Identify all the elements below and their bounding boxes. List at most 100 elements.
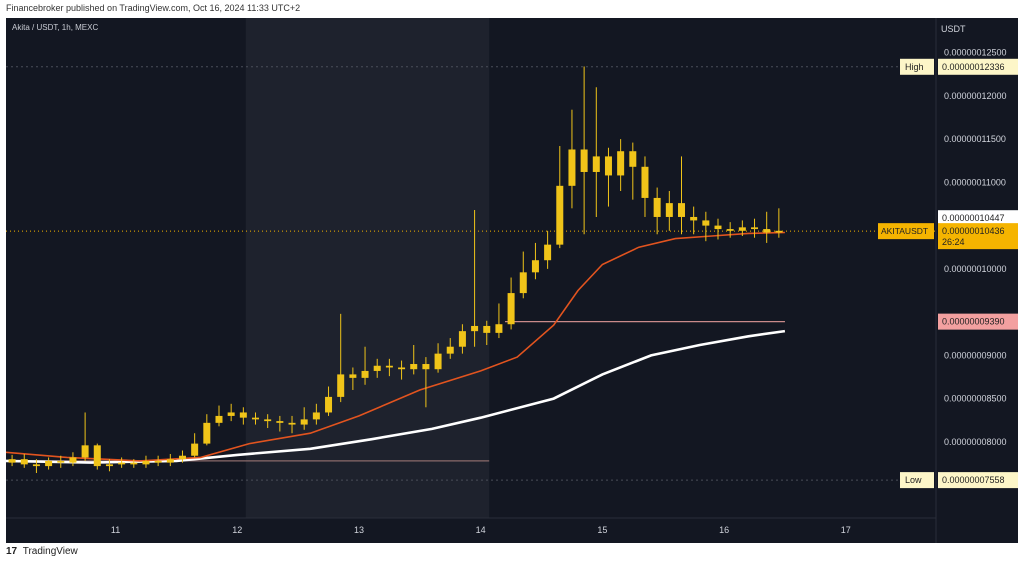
candle-body [325,396,333,413]
x-tick-label: 14 [476,525,486,535]
candle-body [702,220,710,226]
candle-body [592,156,600,172]
candle-body [604,156,612,176]
candle [434,343,442,373]
candle-body [531,260,539,273]
footer: 17 TradingView [6,546,78,564]
ema-slow-line [5,329,786,464]
candle [57,455,65,468]
candle-body [385,365,393,368]
candle-body [714,225,722,230]
candle-body [264,419,272,422]
candle [519,251,527,299]
candle [714,218,722,240]
tradingview-logo-icon: 17 [6,546,18,557]
x-tick-label: 16 [719,525,729,535]
candle-body [738,227,746,231]
candle [118,457,126,468]
x-tick-label: 12 [232,525,242,535]
candle [568,109,576,209]
candle-body [398,367,406,370]
candle [203,414,211,446]
candle [81,412,89,461]
candle-body [775,230,783,233]
y-tick-label: 0.00000008500 [944,394,1007,404]
candle-body [458,331,466,347]
candle-body [227,412,235,416]
candle-body [677,203,685,217]
candle-body [751,227,759,230]
symbol-info: Akita / USDT, 1h, MEXC [12,23,98,32]
candle [349,367,357,390]
candle-body [434,353,442,370]
candle [373,358,381,378]
candle-body [471,325,479,332]
candle-body [580,149,588,172]
candle [276,415,284,432]
candle [398,360,406,380]
candle-body [252,417,260,420]
candle [751,218,759,238]
candle-body [93,445,101,467]
candle [592,87,600,217]
candle-body [690,216,698,221]
candle [215,405,223,427]
candle-body [20,459,28,465]
y-tick-label: 0.00000011500 [944,134,1006,144]
candle-body [373,365,381,371]
candlestick-chart[interactable]: USDT 0.00000012500 0.00000012000 0.00000011… [5,18,1020,543]
candle [105,459,113,472]
candle [544,230,552,269]
candle-body [544,244,552,261]
ema-fast-line [5,231,785,462]
candle [45,457,53,470]
candle-body [166,459,174,463]
candle-body [142,460,150,465]
candle-body [276,421,284,423]
candle-body [203,422,211,444]
footer-brand: TradingView [22,546,78,557]
candle [337,313,345,403]
low-label: Low [905,475,922,485]
candle [507,277,515,330]
candle [300,407,308,430]
candle-body [154,460,162,463]
candle [191,433,199,458]
y-tick-label: 0.00000012500 [944,48,1007,58]
y-tick-label: 0.00000010000 [944,264,1007,274]
candle [166,453,174,467]
candle [312,403,320,425]
candle-body [215,415,223,423]
candle [239,407,247,425]
current-price-value: 0.00000010436 [942,226,1005,236]
candle [446,338,454,359]
candle [69,452,77,467]
candle [154,455,162,467]
candle-body [130,462,138,465]
candle [142,455,150,468]
current-price-bg [938,223,1020,250]
candle [325,386,333,416]
candle-body [118,462,126,465]
candle [93,443,101,470]
candle [653,187,661,235]
symbol-tag-bg [878,223,934,240]
low-label-bg [900,472,934,489]
candle [410,344,418,375]
candle [665,191,673,231]
candle [130,459,138,468]
candle [178,450,186,463]
candle [227,403,235,422]
candle [385,358,393,377]
candle [8,454,16,467]
x-tick-label: 11 [111,525,120,535]
candle-body [191,443,199,456]
support-value-bg [938,313,1020,330]
candle [690,206,698,235]
high-value: 0.00000012336 [942,62,1005,72]
candle-body [617,151,625,176]
highlight-band [245,18,490,518]
chart-frame[interactable]: USDT 0.00000012500 0.00000012000 0.00000011… [5,18,1020,543]
candle-body [726,229,734,231]
countdown: 26:24 [942,237,965,247]
